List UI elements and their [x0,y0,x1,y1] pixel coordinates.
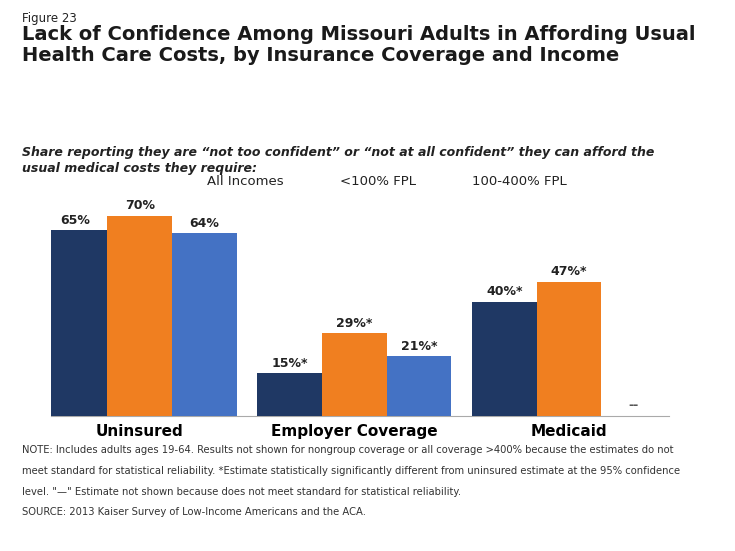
Bar [322,333,387,416]
Text: 64%: 64% [190,217,219,230]
Text: level. "—" Estimate not shown because does not meet standard for statistical rel: level. "—" Estimate not shown because do… [22,487,461,496]
Text: FOUNDATION: FOUNDATION [644,530,690,535]
Text: 40%*: 40%* [486,285,523,298]
Text: THE HENRY J.: THE HENRY J. [644,471,690,476]
Bar [43,230,107,416]
Text: 29%*: 29%* [336,317,373,329]
Text: <100% FPL: <100% FPL [340,175,415,188]
Bar [172,233,237,416]
Bar [537,282,601,416]
Text: Lack of Confidence Among Missouri Adults in Affording Usual
Health Care Costs, b: Lack of Confidence Among Missouri Adults… [22,25,695,65]
Text: 65%: 65% [60,214,90,227]
Text: NOTE: Includes adults ages 19-64. Results not shown for nongroup coverage or all: NOTE: Includes adults ages 19-64. Result… [22,445,673,455]
Text: meet standard for statistical reliability. *Estimate statistically significantly: meet standard for statistical reliabilit… [22,466,680,476]
Bar [387,356,451,416]
Text: Share reporting they are “not too confident” or “not at all confident” they can : Share reporting they are “not too confid… [22,146,654,175]
Text: Figure 23: Figure 23 [22,12,76,25]
Text: --: -- [628,399,639,412]
Text: FAMILY: FAMILY [644,512,690,525]
Text: 15%*: 15%* [271,356,308,370]
Bar [107,216,172,416]
Text: 47%*: 47%* [551,265,587,278]
Bar [257,373,322,416]
Text: 21%*: 21%* [401,339,437,353]
Text: SOURCE: 2013 Kaiser Survey of Low-Income Americans and the ACA.: SOURCE: 2013 Kaiser Survey of Low-Income… [22,507,366,517]
Text: 100-400% FPL: 100-400% FPL [472,175,567,188]
Text: All Incomes: All Incomes [207,175,284,188]
Text: KAISER: KAISER [643,480,691,493]
Bar [472,302,537,416]
Text: 70%: 70% [125,199,154,213]
